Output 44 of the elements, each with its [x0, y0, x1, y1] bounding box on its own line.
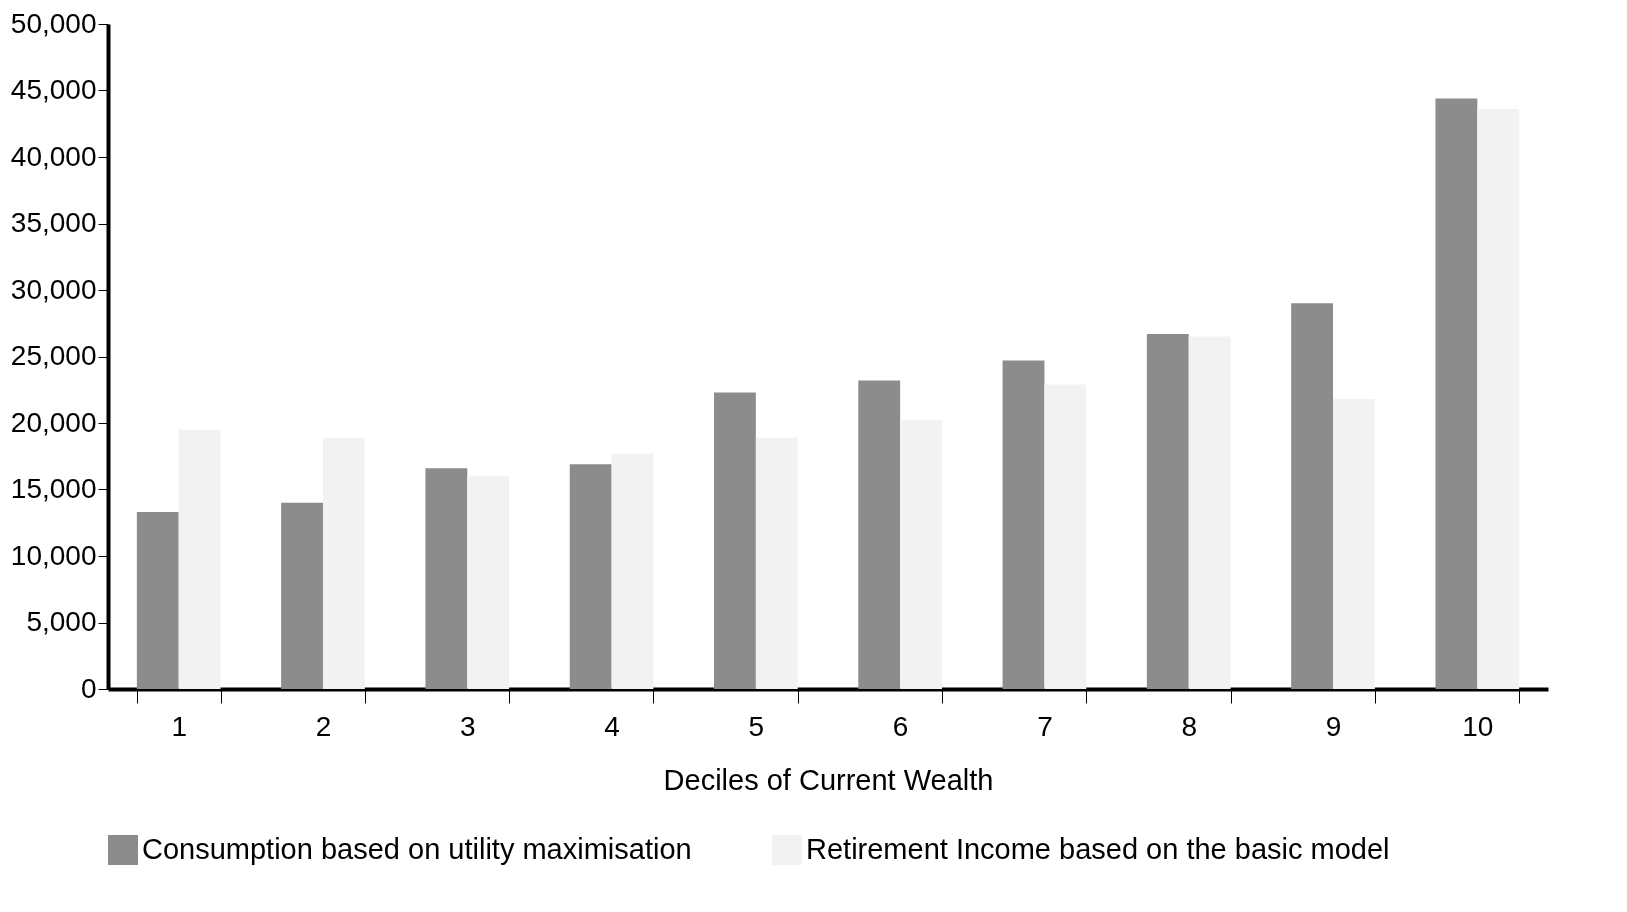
bar	[281, 502, 323, 689]
bar	[425, 468, 468, 689]
bar	[322, 437, 365, 689]
y-tick-label: 0	[80, 672, 97, 704]
legend-label: Retirement Income based on the basic model	[806, 833, 1390, 865]
bar	[1477, 109, 1520, 689]
y-tick-label: 40,000	[10, 140, 97, 172]
y-tick-label: 20,000	[10, 406, 97, 438]
bar	[1291, 303, 1334, 689]
bar	[611, 453, 654, 689]
y-tick-label: 30,000	[10, 273, 97, 305]
bar	[1333, 399, 1375, 689]
y-tick-label: 35,000	[10, 207, 97, 238]
bar	[1002, 360, 1045, 689]
bar	[858, 380, 901, 689]
x-tick-label: 7	[1037, 710, 1053, 742]
bar	[714, 392, 756, 689]
bar	[178, 429, 221, 689]
x-tick-label: 8	[1181, 710, 1198, 742]
bar	[1044, 384, 1087, 689]
bar	[900, 420, 942, 689]
x-tick-label: 6	[892, 710, 909, 742]
bar	[569, 464, 612, 689]
y-tick-label: 15,000	[10, 473, 97, 504]
bar	[755, 437, 798, 689]
y-tick-label: 25,000	[10, 340, 97, 371]
bar	[136, 512, 179, 689]
x-tick-label: 4	[604, 710, 620, 742]
x-tick-label: 5	[748, 710, 765, 742]
y-tick-label: 50,000	[10, 7, 97, 39]
y-tick-label: 10,000	[10, 539, 97, 571]
x-tick-label: 2	[315, 710, 332, 742]
bar	[1435, 98, 1478, 689]
bar	[1188, 336, 1231, 689]
legend-label: Consumption based on utility maximisation	[142, 833, 692, 865]
y-tick-label: 5,000	[26, 606, 97, 637]
x-tick-label: 9	[1325, 710, 1342, 742]
bar	[1146, 333, 1189, 689]
x-tick-label: 1	[171, 710, 187, 742]
x-axis-title: Deciles of Current Wealth	[663, 763, 994, 796]
x-tick-label: 10	[1462, 710, 1494, 742]
x-tick-label: 3	[459, 710, 476, 742]
bar	[467, 476, 510, 689]
y-tick-label: 45,000	[10, 74, 97, 105]
